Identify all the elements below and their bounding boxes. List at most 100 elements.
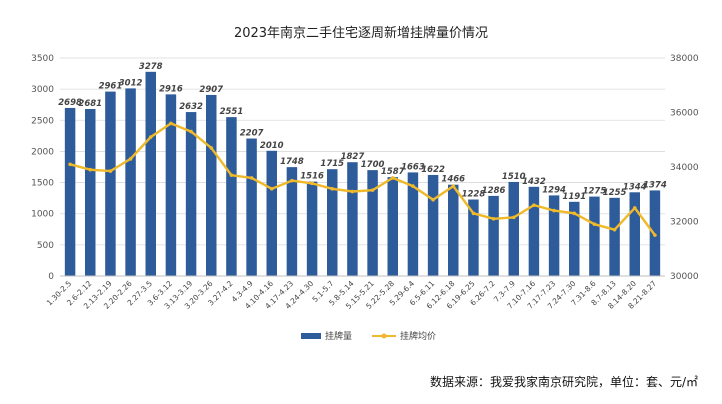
bar	[105, 91, 116, 277]
bar-data-label: 2698	[58, 98, 82, 108]
bar	[387, 177, 398, 276]
price-point	[491, 216, 496, 221]
bar-data-label: 2010	[260, 141, 284, 151]
bar-data-label: 1700	[361, 160, 385, 170]
y-axis-right: 30000 32000 34000 36000 38000	[670, 54, 699, 282]
bar-data-label: 1663	[401, 162, 425, 172]
bar-data-label: 3012	[119, 78, 143, 88]
price-point	[451, 184, 456, 188]
bar-data-label: 2551	[220, 107, 244, 117]
bar-data-label: 2961	[99, 82, 123, 92]
bar	[528, 186, 540, 276]
legend-line-marker	[381, 333, 387, 339]
grid-lines	[60, 57, 665, 277]
y-left-tick-label: 1500	[31, 179, 54, 189]
price-point	[350, 189, 355, 194]
price-point	[229, 173, 234, 177]
price-point	[552, 208, 556, 213]
x-axis: 1.30-2.52.6-2.122.13-2.192.20-2.262.27-3…	[45, 275, 665, 311]
bar-data-label: 1827	[341, 152, 365, 162]
line-series	[68, 121, 657, 237]
price-point	[653, 233, 657, 237]
bar-data-label: 1466	[441, 175, 465, 185]
bar	[347, 162, 358, 276]
price-point	[572, 211, 577, 216]
price-point	[310, 181, 314, 186]
legend-bar-swatch	[301, 333, 321, 339]
y-left-tick-label: 0	[48, 272, 54, 282]
bar	[145, 71, 156, 277]
price-point	[68, 162, 72, 167]
y-left-tick-label: 3000	[31, 85, 54, 95]
bar-data-label: 1715	[320, 159, 344, 169]
y-left-tick-label: 2500	[31, 116, 54, 126]
bar-data-label: 1587	[381, 167, 405, 177]
y-left-tick-label: 3500	[31, 54, 54, 64]
y-right-tick-label: 34000	[670, 163, 699, 173]
y-left-tick-label: 2000	[31, 147, 54, 157]
y-right-tick-label: 32000	[670, 218, 699, 228]
price-point	[249, 176, 254, 180]
price-point	[431, 197, 435, 202]
price-point	[209, 146, 214, 150]
price-point	[330, 187, 335, 191]
bar-data-label: 1294	[542, 185, 566, 195]
bar	[569, 201, 580, 276]
bar	[609, 197, 620, 276]
price-point	[169, 121, 173, 126]
bar	[327, 169, 338, 276]
bar	[246, 138, 257, 276]
price-point	[532, 203, 536, 207]
price-point	[411, 184, 415, 188]
bar	[508, 181, 519, 276]
price-point	[128, 157, 133, 161]
bar	[165, 94, 177, 277]
price-point	[148, 135, 153, 139]
bar-data-label: 2207	[240, 129, 264, 139]
bar-data-label: 2632	[179, 102, 203, 112]
legend-line-label: 挂牌均价	[400, 330, 436, 342]
bar-data-label: 1432	[522, 177, 546, 187]
bar	[629, 192, 640, 276]
legend: 挂牌量 挂牌均价	[301, 330, 436, 342]
price-point	[632, 206, 637, 210]
bar-data-label: 1510	[502, 172, 526, 182]
y-right-tick-label: 36000	[670, 109, 699, 119]
bar	[266, 150, 277, 276]
y-left-tick-label: 500	[37, 241, 54, 251]
price-point	[189, 129, 193, 134]
bar	[306, 181, 318, 276]
legend-bar-label: 挂牌量	[325, 330, 352, 342]
y-left-tick-label: 1000	[31, 210, 54, 220]
bar	[64, 107, 76, 276]
bar	[427, 174, 439, 276]
bar-data-label: 2907	[199, 85, 223, 95]
bar	[448, 184, 459, 276]
bar	[226, 117, 237, 276]
price-point	[471, 211, 476, 216]
price-point	[88, 167, 93, 172]
price-point	[290, 178, 294, 183]
bar-series	[64, 71, 661, 277]
bar-data-label: 2681	[78, 99, 102, 109]
bar	[85, 109, 96, 277]
price-point	[390, 176, 395, 180]
bar-data-label: 1255	[603, 188, 627, 198]
bar	[488, 195, 499, 276]
price-point	[511, 215, 516, 220]
bar-data-label: 1622	[421, 165, 445, 175]
bar-data-label: 1344	[623, 182, 647, 192]
bar	[286, 167, 298, 276]
bar	[589, 196, 600, 276]
bar-data-label: 1191	[562, 192, 586, 202]
bar-data-label: 1275	[583, 187, 607, 197]
price-point	[612, 227, 617, 232]
bar	[468, 199, 479, 276]
bar-data-label: 1228	[462, 190, 486, 200]
price-point	[108, 169, 113, 173]
bar	[548, 195, 560, 276]
bar-data-label: 3278	[139, 62, 163, 72]
bar	[407, 172, 419, 276]
